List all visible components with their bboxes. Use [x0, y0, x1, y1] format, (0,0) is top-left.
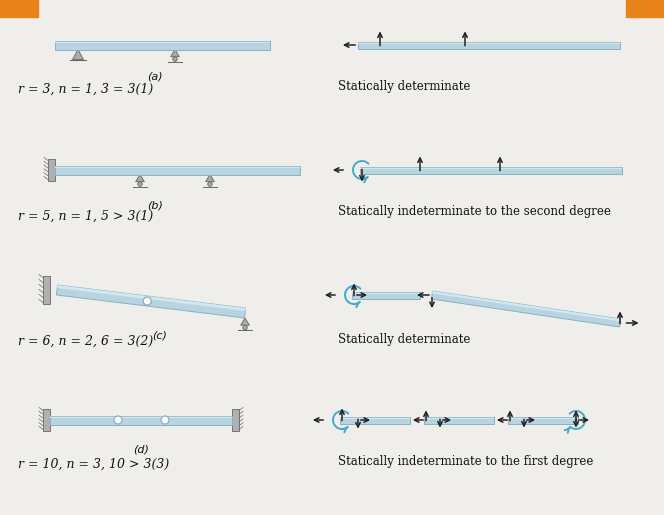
Bar: [340, 417, 410, 419]
Polygon shape: [72, 49, 84, 60]
Bar: [358, 42, 620, 48]
Text: (b): (b): [147, 200, 163, 211]
Bar: [360, 166, 622, 174]
Bar: [424, 417, 494, 419]
Bar: [55, 41, 270, 49]
Text: (a): (a): [147, 72, 163, 81]
Polygon shape: [206, 175, 214, 182]
Bar: [43, 276, 50, 304]
Bar: [352, 291, 420, 299]
Circle shape: [114, 416, 122, 424]
Text: Statically indeterminate to the first degree: Statically indeterminate to the first de…: [338, 455, 594, 468]
Bar: [358, 42, 620, 44]
Bar: [626, 0, 664, 17]
Bar: [55, 41, 270, 43]
Polygon shape: [240, 318, 250, 325]
Circle shape: [173, 57, 177, 61]
Circle shape: [161, 416, 169, 424]
Circle shape: [137, 182, 142, 186]
Text: Statically determinate: Statically determinate: [338, 80, 470, 93]
Bar: [232, 409, 239, 431]
Polygon shape: [432, 291, 621, 321]
Text: r = 10, n = 3, 10 > 3(3): r = 10, n = 3, 10 > 3(3): [18, 458, 169, 471]
Text: Statically determinate: Statically determinate: [338, 333, 470, 346]
Text: (c): (c): [153, 330, 167, 340]
Bar: [48, 159, 55, 181]
Polygon shape: [56, 285, 246, 318]
Bar: [352, 291, 420, 294]
Bar: [424, 417, 494, 423]
Bar: [50, 416, 232, 418]
Bar: [43, 409, 50, 431]
Bar: [360, 166, 622, 168]
Bar: [55, 165, 300, 175]
Circle shape: [143, 297, 151, 305]
Circle shape: [208, 182, 212, 186]
Text: r = 3, n = 1, 3 = 3(1): r = 3, n = 1, 3 = 3(1): [18, 83, 153, 96]
Bar: [0, 0, 38, 17]
Text: r = 5, n = 1, 5 > 3(1): r = 5, n = 1, 5 > 3(1): [18, 210, 153, 223]
Polygon shape: [432, 291, 621, 327]
Text: Statically indeterminate to the second degree: Statically indeterminate to the second d…: [338, 205, 611, 218]
Bar: [508, 417, 578, 423]
Bar: [55, 165, 300, 168]
Bar: [340, 417, 410, 423]
Text: r = 6, n = 2, 6 = 3(2): r = 6, n = 2, 6 = 3(2): [18, 335, 153, 348]
Text: (d): (d): [133, 444, 149, 455]
Circle shape: [243, 325, 247, 330]
Polygon shape: [171, 49, 179, 57]
Polygon shape: [57, 285, 246, 311]
Bar: [50, 416, 232, 424]
Polygon shape: [135, 175, 144, 182]
Bar: [508, 417, 578, 419]
